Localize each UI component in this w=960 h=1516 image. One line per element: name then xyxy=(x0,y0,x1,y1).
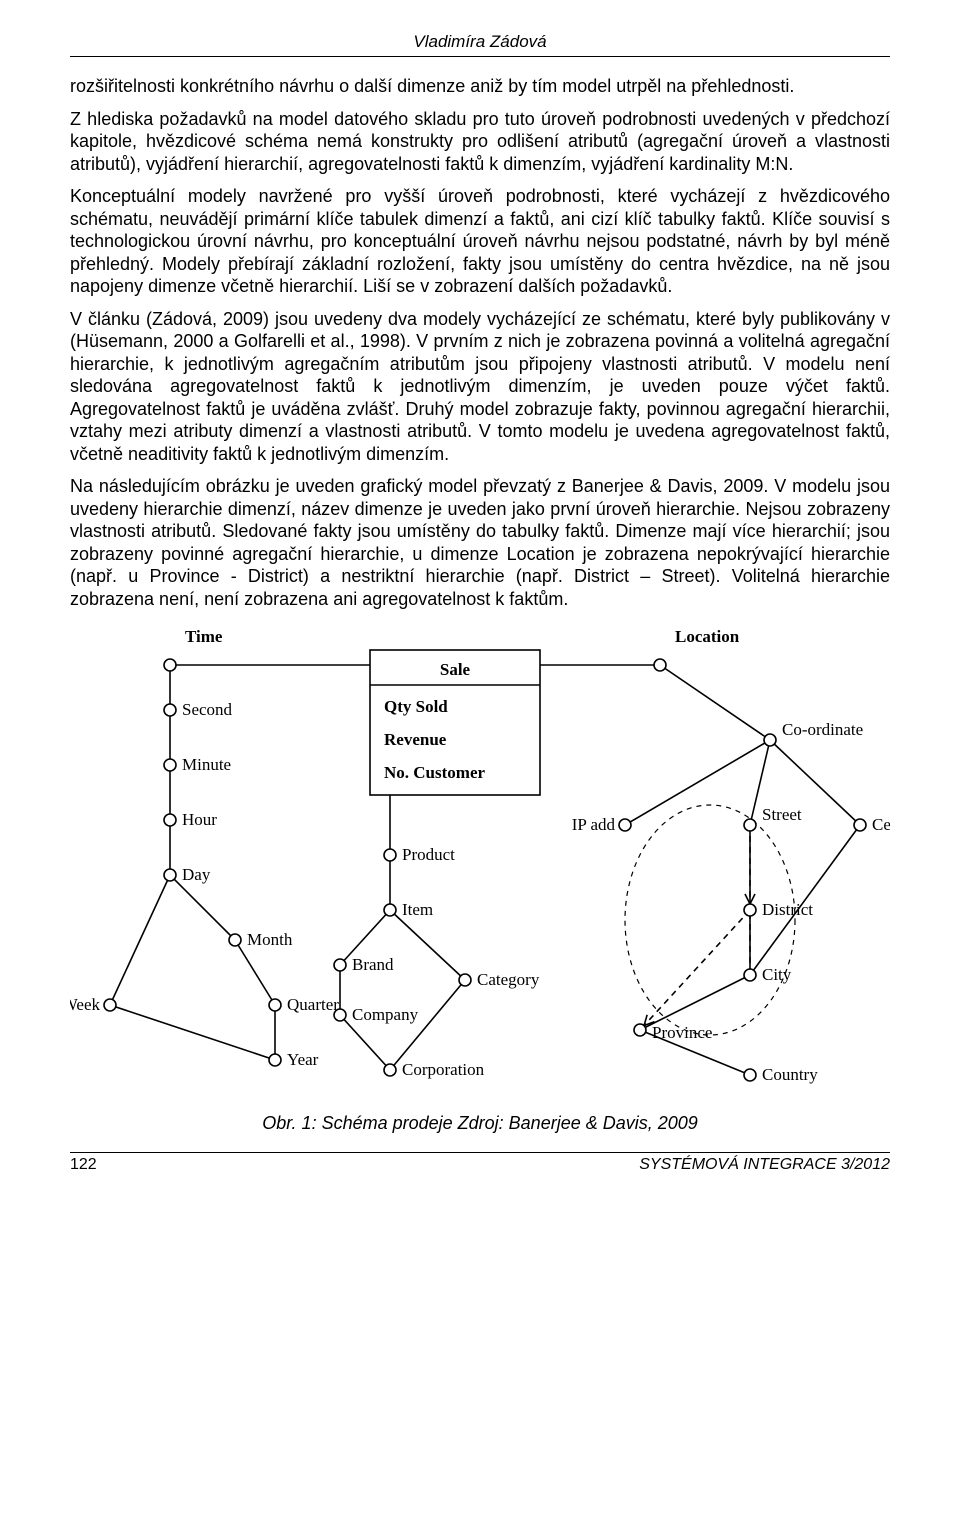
svg-text:Hour: Hour xyxy=(182,810,217,829)
svg-text:Qty Sold: Qty Sold xyxy=(384,697,448,716)
svg-text:Company: Company xyxy=(352,1005,419,1024)
svg-text:No. Customer: No. Customer xyxy=(384,763,485,782)
footer: 122 SYSTÉMOVÁ INTEGRACE 3/2012 xyxy=(70,1153,890,1174)
svg-text:Minute: Minute xyxy=(182,755,231,774)
svg-text:Time: Time xyxy=(185,627,223,646)
body-text: rozšiřitelnosti konkrétního návrhu o dal… xyxy=(70,75,890,610)
figure: Sale Qty Sold Revenue No. Customer Second Min… xyxy=(70,620,890,1105)
svg-text:Revenue: Revenue xyxy=(384,730,447,749)
svg-text:Country: Country xyxy=(762,1065,818,1084)
footer-page-number: 122 xyxy=(70,1156,97,1174)
paragraph-1: rozšiřitelnosti konkrétního návrhu o dal… xyxy=(70,75,890,98)
svg-text:Province: Province xyxy=(652,1023,712,1042)
footer-journal: SYSTÉMOVÁ INTEGRACE 3/2012 xyxy=(639,1156,890,1174)
paragraph-3: Konceptuální modely navržené pro vyšší ú… xyxy=(70,185,890,298)
page: Vladimíra Zádová rozšiřitelnosti konkrét… xyxy=(0,0,960,1194)
diagram-svg: Sale Qty Sold Revenue No. Customer Second Min… xyxy=(70,620,890,1100)
svg-text:Quarter: Quarter xyxy=(287,995,339,1014)
paragraph-2: Z hlediska požadavků na model datového s… xyxy=(70,108,890,176)
svg-text:Day: Day xyxy=(182,865,211,884)
figure-caption: Obr. 1: Schéma prodeje Zdroj: Banerjee &… xyxy=(70,1113,890,1134)
paragraph-4: V článku (Zádová, 2009) jsou uvedeny dva… xyxy=(70,308,890,466)
svg-text:Year: Year xyxy=(287,1050,319,1069)
svg-text:City: City xyxy=(762,965,792,984)
header-author: Vladimíra Zádová xyxy=(70,32,890,52)
svg-text:Brand: Brand xyxy=(352,955,394,974)
svg-text:Street: Street xyxy=(762,805,802,824)
svg-text:Co-ordinate: Co-ordinate xyxy=(782,720,863,739)
svg-text:Cell: Cell xyxy=(872,815,890,834)
svg-text:Category: Category xyxy=(477,970,540,989)
svg-text:Second: Second xyxy=(182,700,233,719)
svg-text:Corporation: Corporation xyxy=(402,1060,485,1079)
svg-text:IP add: IP add xyxy=(572,815,616,834)
svg-text:Product: Product xyxy=(402,845,455,864)
svg-text:District: District xyxy=(762,900,813,919)
svg-text:Sale: Sale xyxy=(440,660,471,679)
svg-text:Item: Item xyxy=(402,900,433,919)
svg-text:Location: Location xyxy=(675,627,740,646)
svg-text:Week: Week xyxy=(70,995,100,1014)
svg-text:Month: Month xyxy=(247,930,293,949)
header-rule xyxy=(70,56,890,57)
paragraph-5: Na následujícím obrázku je uveden grafic… xyxy=(70,475,890,610)
